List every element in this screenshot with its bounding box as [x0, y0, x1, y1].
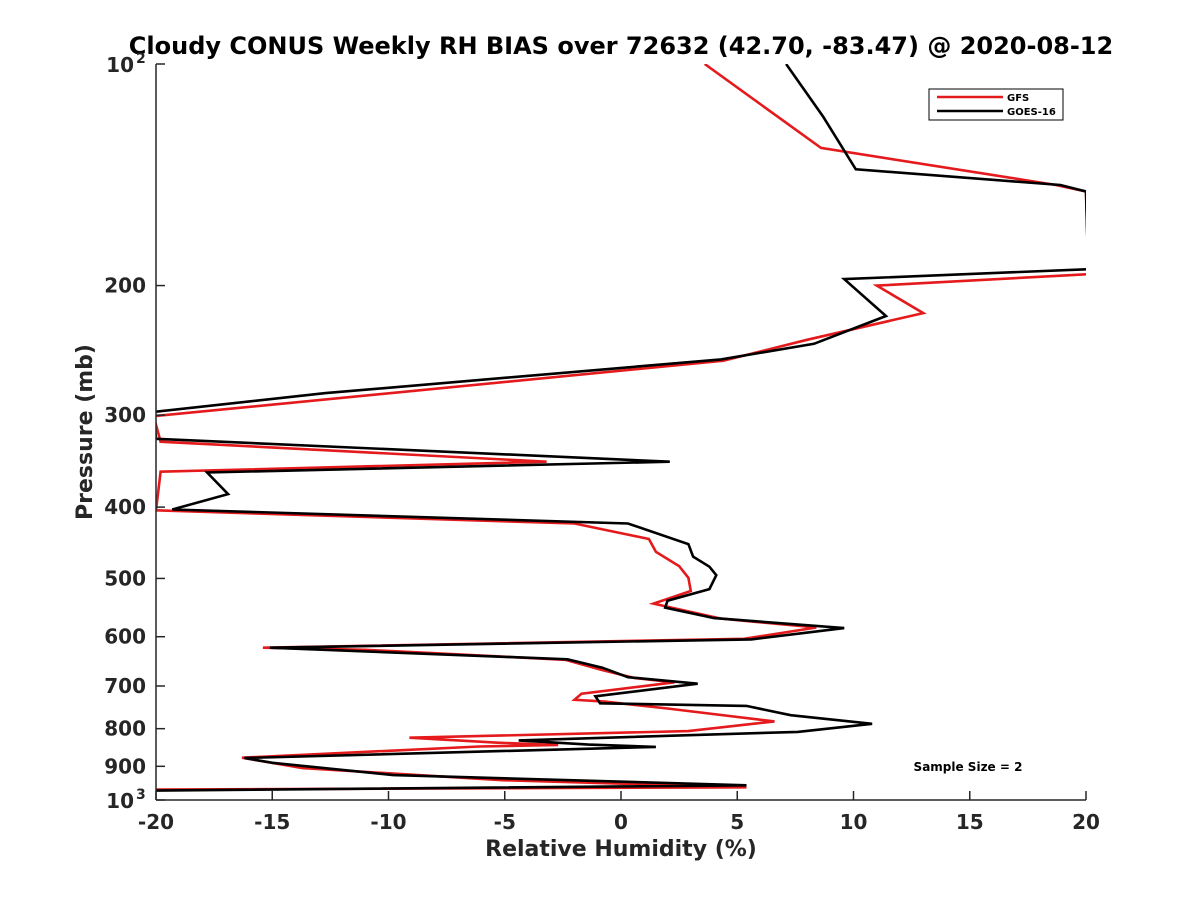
y-tick-label: 800	[104, 717, 146, 741]
y-tick-label: 900	[104, 754, 146, 778]
y-axis-label: Pressure (mb)	[73, 344, 98, 520]
chart-title: Cloudy CONUS Weekly RH BIAS over 72632 (…	[129, 32, 1113, 60]
y-tick-label: 10	[106, 789, 134, 813]
x-tick-label: 15	[956, 810, 984, 834]
y-tick-label: 200	[104, 274, 146, 298]
x-tick-label: 20	[1072, 810, 1100, 834]
legend: GFS GOES-16	[928, 88, 1064, 121]
series-line-goes16	[156, 64, 1086, 792]
legend-box	[928, 88, 1064, 121]
x-tick-label: 10	[840, 810, 868, 834]
legend-label-gfs: GFS	[1007, 93, 1029, 104]
series-line-gfs	[156, 64, 1086, 791]
y-tick-label: 400	[104, 495, 146, 519]
y-tick-label: 300	[104, 403, 146, 427]
x-axis-label: Relative Humidity (%)	[485, 837, 757, 862]
x-tick-label: -20	[138, 810, 174, 834]
y-tick-label-exponent: 3	[136, 787, 146, 803]
x-tick-label: 0	[614, 810, 628, 834]
series-layer	[156, 64, 1086, 792]
y-tick-label: 600	[104, 625, 146, 649]
x-tick-label: -15	[254, 810, 290, 834]
x-tick-label: -5	[494, 810, 516, 834]
x-tick-label: -10	[370, 810, 406, 834]
y-tick-label-exponent: 2	[136, 51, 146, 67]
x-tick-label: 5	[730, 810, 744, 834]
x-axis-ticks: -20 -15 -10 -5 0 5 10 15 20	[138, 791, 1100, 834]
y-tick-label: 500	[104, 566, 146, 590]
y-tick-label: 700	[104, 674, 146, 698]
y-tick-label: 10	[106, 53, 134, 77]
sample-size-annotation: Sample Size = 2	[914, 760, 1023, 774]
legend-label-goes16: GOES-16	[1007, 107, 1056, 118]
